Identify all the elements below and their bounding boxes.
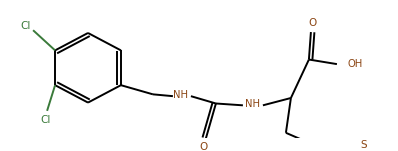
Text: OH: OH: [347, 59, 363, 69]
Text: S: S: [361, 140, 367, 150]
Text: NH: NH: [246, 99, 260, 109]
Text: Cl: Cl: [20, 21, 30, 31]
Text: NH: NH: [174, 90, 188, 100]
Text: O: O: [200, 142, 208, 151]
Text: O: O: [309, 18, 317, 28]
Text: Cl: Cl: [40, 115, 50, 125]
